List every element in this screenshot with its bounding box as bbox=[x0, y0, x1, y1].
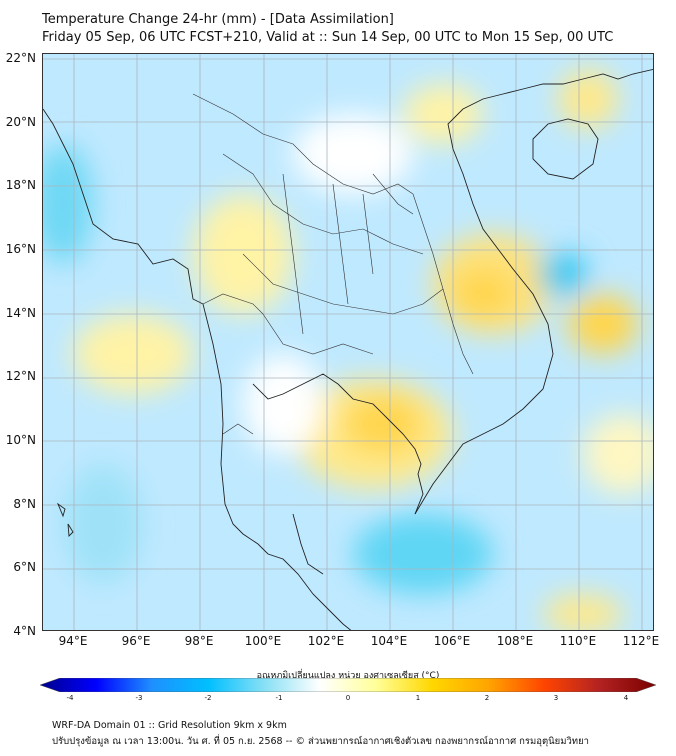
colorbar-tick: 0 bbox=[345, 694, 351, 702]
lon-label-112e: 112°E bbox=[622, 634, 660, 648]
colorbar bbox=[40, 678, 656, 692]
lon-label-104e: 104°E bbox=[370, 634, 408, 648]
colorbar-gradient bbox=[40, 678, 656, 692]
credit-line: ปรับปรุงข้อมูล ณ เวลา 13:00น. วัน ศ. ที่… bbox=[52, 736, 589, 747]
lat-label-6n: 6°N bbox=[13, 560, 36, 574]
lat-label-8n: 8°N bbox=[13, 497, 36, 511]
lat-label-10n: 10°N bbox=[5, 433, 36, 447]
temperature-change-field bbox=[43, 69, 653, 630]
coastlines bbox=[43, 68, 653, 630]
graticule bbox=[43, 54, 653, 630]
lon-label-106e: 106°E bbox=[433, 634, 471, 648]
colorbar-tick: -2 bbox=[204, 694, 212, 702]
colorbar-tick: 1 bbox=[415, 694, 421, 702]
colorbar-tick: -1 bbox=[275, 694, 283, 702]
lat-label-22n: 22°N bbox=[5, 51, 36, 65]
model-info: WRF-DA Domain 01 :: Grid Resolution 9km … bbox=[52, 720, 287, 731]
lon-label-110e: 110°E bbox=[559, 634, 597, 648]
colorbar-title: อุณหภูมิเปลี่ยนแปลง หน่วย องศาเซลเซียส (… bbox=[256, 671, 440, 681]
chart-title: Temperature Change 24-hr (mm) - [Data As… bbox=[42, 12, 394, 27]
lat-label-20n: 20°N bbox=[5, 115, 36, 129]
lat-label-18n: 18°N bbox=[5, 178, 36, 192]
colorbar-tick: 4 bbox=[623, 694, 629, 702]
lon-label-96e: 96°E bbox=[121, 634, 151, 648]
lat-label-16n: 16°N bbox=[5, 242, 36, 256]
lon-label-98e: 98°E bbox=[184, 634, 214, 648]
lon-label-100e: 100°E bbox=[244, 634, 282, 648]
valid-time-subtitle: Friday 05 Sep, 06 UTC FCST+210, Valid at… bbox=[42, 30, 614, 45]
lon-label-94e: 94°E bbox=[58, 634, 88, 648]
lat-label-4n: 4°N bbox=[13, 624, 36, 638]
lon-label-108e: 108°E bbox=[496, 634, 534, 648]
lat-label-12n: 12°N bbox=[5, 369, 36, 383]
map-canvas bbox=[43, 54, 653, 630]
colorbar-tick: -3 bbox=[135, 694, 143, 702]
admin-boundaries bbox=[192, 93, 474, 435]
colorbar-tick: -4 bbox=[66, 694, 74, 702]
forecast-map[interactable] bbox=[42, 53, 654, 631]
colorbar-tick: 2 bbox=[484, 694, 490, 702]
lon-label-102e: 102°E bbox=[307, 634, 345, 648]
lat-label-14n: 14°N bbox=[5, 306, 36, 320]
colorbar-tick: 3 bbox=[553, 694, 559, 702]
